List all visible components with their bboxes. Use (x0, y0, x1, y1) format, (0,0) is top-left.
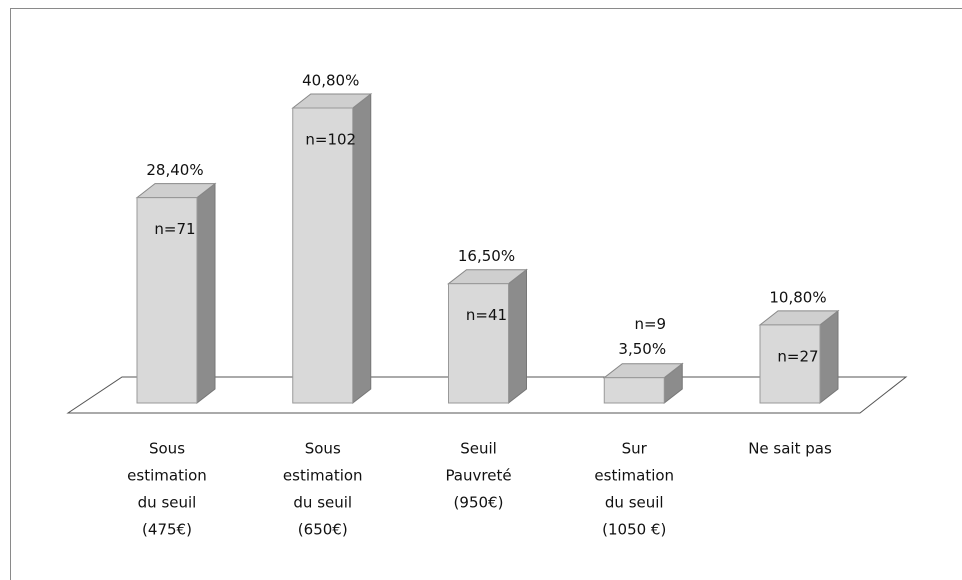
bar (448, 283, 509, 404)
x-tick-label: Sur (622, 440, 648, 458)
x-tick-label: Sous (149, 440, 185, 458)
value-label: 3,50% (618, 340, 666, 358)
x-tick-label: estimation (594, 467, 674, 485)
x-tick-label: (650€) (298, 521, 348, 539)
count-label: n=9 (634, 315, 666, 333)
value-label: 40,80% (302, 72, 359, 90)
bar (603, 377, 665, 404)
count-label: n=71 (154, 220, 195, 238)
value-label: 16,50% (458, 247, 515, 265)
x-tick-label: Seuil (460, 440, 497, 458)
x-tick-label: Sous (305, 440, 341, 458)
x-tick-label: estimation (127, 467, 207, 485)
bar (292, 107, 354, 404)
value-label: 10,80% (769, 288, 826, 306)
bar (759, 324, 821, 404)
x-tick-label: estimation (283, 467, 363, 485)
x-tick-label: Pauvreté (445, 467, 511, 485)
x-tick-label: Ne sait pas (748, 440, 832, 458)
x-tick-label: du seuil (293, 494, 352, 512)
x-tick-label: (475€) (142, 521, 192, 539)
bar (136, 197, 198, 404)
x-tick-label: (1050 €) (602, 521, 666, 539)
bar-side (196, 182, 216, 405)
bar-side (508, 268, 527, 405)
count-label: n=102 (305, 131, 356, 149)
x-tick-label: (950€) (454, 494, 504, 512)
value-label: 28,40% (146, 161, 203, 179)
x-tick-label: du seuil (605, 494, 664, 512)
bar-side (819, 309, 839, 405)
count-label: n=41 (466, 306, 507, 324)
x-tick-label: du seuil (138, 494, 197, 512)
count-label: n=27 (777, 347, 818, 365)
